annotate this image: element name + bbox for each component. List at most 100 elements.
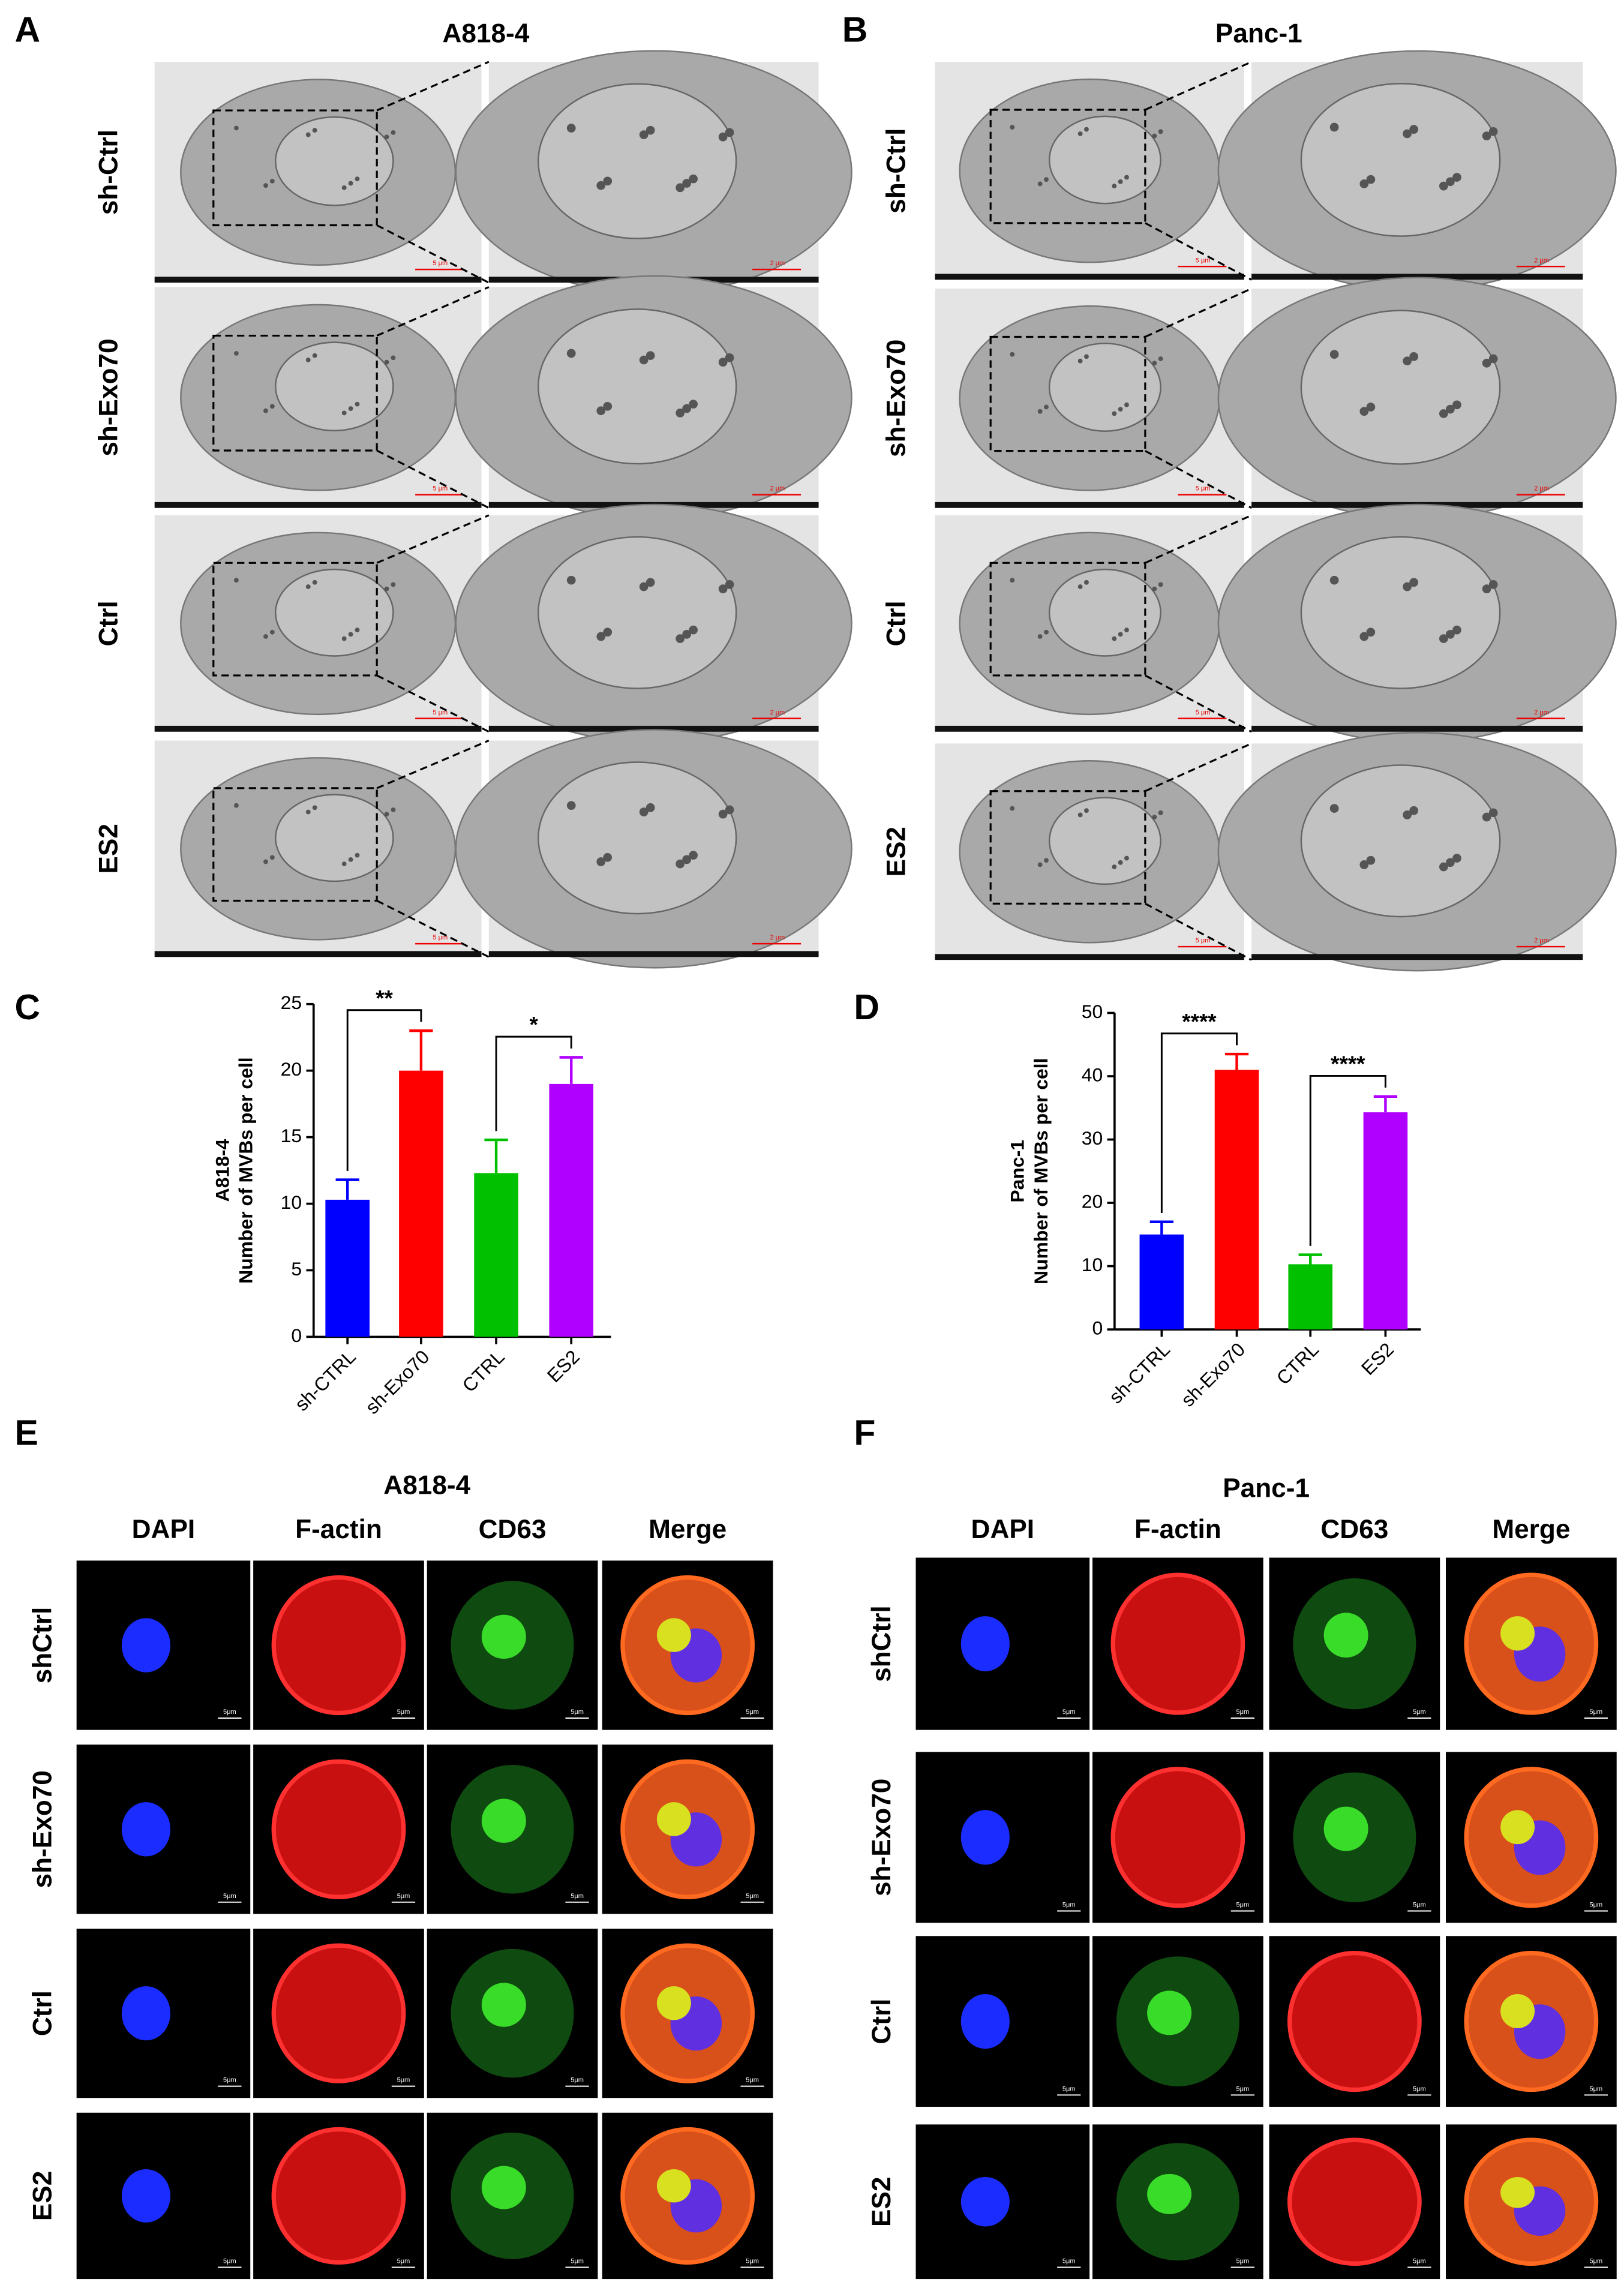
vesicle: [603, 176, 613, 186]
nucleus: [1048, 115, 1161, 205]
y-tick-label: 10: [1082, 1254, 1103, 1275]
vesicle: [341, 636, 347, 641]
significance-label: ****: [1182, 1009, 1217, 1034]
vesicle: [639, 807, 649, 816]
vesicle: [341, 185, 347, 190]
panel-letter: B: [842, 11, 868, 50]
nucleus: [538, 83, 737, 239]
row-label: sh-Ctrl: [94, 130, 124, 215]
row-label: Ctrl: [28, 1990, 57, 2036]
vesicle: [1359, 860, 1369, 869]
column-label: CD63: [479, 1515, 547, 1544]
vesicle: [263, 183, 268, 188]
scale-label: 5μm: [1236, 2085, 1250, 2092]
vesicle: [676, 409, 685, 418]
scale-label: 2 μm: [770, 260, 785, 267]
row-label: sh-Exo70: [882, 340, 911, 457]
significance-bracket: [1309, 1074, 1386, 1246]
cd63-cluster: [1323, 1613, 1368, 1658]
vesicle: [596, 857, 606, 866]
zoom-box: [212, 334, 378, 452]
vesicle: [1403, 810, 1412, 819]
tem-footer: [935, 274, 1244, 280]
scale-label: 5μm: [223, 1893, 236, 1900]
vesicle: [682, 855, 692, 864]
y-tick-label: 20: [1082, 1190, 1103, 1212]
scale-label: 5μm: [571, 2077, 584, 2084]
panel-title: Panc-1: [1223, 1473, 1310, 1503]
vesicle: [1359, 632, 1369, 641]
vesicle: [1403, 356, 1412, 366]
scale-label: 5μm: [1236, 2258, 1250, 2265]
scale-label: 5μm: [1236, 1902, 1250, 1909]
scale-label: 5 μm: [1196, 709, 1211, 716]
y-tick-label: 10: [281, 1191, 302, 1213]
error-bar: [409, 1029, 433, 1071]
vesicle: [1112, 864, 1117, 869]
y-axis-title: Panc-1: [1007, 1140, 1028, 1203]
nucleus: [1300, 764, 1501, 918]
scale-label: 5μm: [746, 2258, 759, 2265]
x-tick-label: sh-CTRL: [1104, 1338, 1174, 1408]
vesicle: [646, 125, 655, 135]
vesicle: [725, 580, 734, 589]
nucleus-stain: [121, 1986, 171, 2041]
tem-footer: [1251, 954, 1583, 960]
column-label: DAPI: [971, 1515, 1035, 1544]
y-tick-label: 20: [281, 1058, 302, 1080]
column-label: F-actin: [295, 1515, 382, 1544]
scale-label: 5μm: [571, 1709, 584, 1716]
nucleus: [538, 536, 737, 689]
vesicle: [1446, 630, 1455, 639]
scale-label: 5μm: [1590, 1902, 1603, 1909]
scale-label: 5μm: [571, 1893, 584, 1900]
row-label: sh-Exo70: [28, 1770, 57, 1888]
vesicle: [233, 351, 239, 356]
vesicle: [676, 634, 685, 643]
scale-label: 5μm: [1413, 2258, 1426, 2265]
vesicle: [1152, 361, 1157, 366]
zoom-line: [376, 61, 490, 112]
zoom-line: [1145, 61, 1252, 111]
merge-overlap: [656, 1618, 691, 1652]
y-tick-label: 30: [1082, 1127, 1103, 1149]
vesicle: [1452, 854, 1461, 863]
vesicle: [1439, 181, 1448, 191]
x-tick-label: sh-Exo70: [1177, 1338, 1250, 1411]
zoom-line: [1145, 674, 1252, 733]
vesicle: [233, 578, 239, 583]
vesicle: [1077, 584, 1083, 589]
zoom-box: [989, 335, 1146, 452]
x-tick-label: ES2: [1357, 1338, 1398, 1379]
vesicle: [1037, 409, 1043, 414]
vesicle: [639, 355, 649, 365]
significance-bracket: [1160, 1032, 1238, 1214]
vesicle: [1446, 177, 1455, 187]
zoom-box: [989, 109, 1146, 224]
vesicle: [639, 582, 649, 591]
zoom-box: [212, 787, 378, 902]
nucleus-stain: [960, 1810, 1010, 1865]
zoom-line: [376, 449, 490, 509]
vesicle: [1158, 356, 1163, 361]
scale-label: 5 μm: [433, 260, 448, 267]
vesicle: [596, 181, 606, 190]
vesicle: [1124, 402, 1129, 407]
column-label: F-actin: [1134, 1515, 1221, 1544]
tem-footer: [935, 954, 1244, 960]
vesicle: [1118, 407, 1123, 412]
significance-label: **: [376, 986, 393, 1010]
bar: [325, 1199, 370, 1337]
vesicle: [341, 861, 347, 867]
scale-label: 2 μm: [1534, 485, 1549, 493]
actin-stain: [1287, 1951, 1422, 2092]
vesicle: [269, 855, 275, 860]
vesicle: [718, 809, 728, 819]
vesicle: [1446, 858, 1455, 867]
zoom-line: [376, 224, 490, 284]
vesicle: [391, 355, 396, 361]
error-bar: [1224, 1052, 1249, 1070]
scale-label: 2 μm: [1534, 709, 1549, 716]
vesicle: [1409, 125, 1419, 134]
